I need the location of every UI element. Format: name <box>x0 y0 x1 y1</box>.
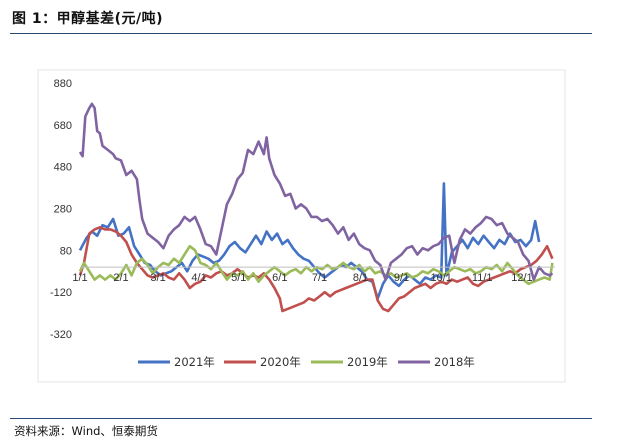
source-note: 资料来源：Wind、恒泰期货 <box>14 424 158 438</box>
x-tick-label: 11/1 <box>472 272 493 284</box>
legend-label: 2020年 <box>260 355 301 369</box>
y-tick-label: 280 <box>54 204 72 216</box>
series-line-2 <box>78 226 554 313</box>
series-line-4 <box>78 102 554 281</box>
x-tick-label: 6/1 <box>272 272 287 284</box>
plot-frame <box>37 69 566 383</box>
x-tick-label: 7/1 <box>312 272 327 284</box>
figure-title: 图 1：甲醇基差(元/吨) <box>12 11 164 27</box>
y-tick-label: 680 <box>54 120 72 132</box>
y-tick-label: 880 <box>54 78 72 90</box>
x-tick-label: 1/1 <box>72 272 87 284</box>
x-tick-label: 8/1 <box>353 272 368 284</box>
top-rule <box>10 33 592 34</box>
legend-label: 2018年 <box>434 355 475 369</box>
x-tick-label: 10/1 <box>431 272 452 284</box>
x-axis: 1/1 2/1 3/1 4/1 5/1 6/1 7/1 8/1 9/1 10/1 11/1 12/1 <box>72 266 555 284</box>
legend-label: 2019年 <box>347 355 388 369</box>
bottom-rule <box>10 418 592 419</box>
x-tick-label: 4/1 <box>191 272 206 284</box>
legend: 2021年 2020年 2019年 2018年 <box>138 355 475 369</box>
y-tick-label: 480 <box>54 162 72 174</box>
y-axis: 880 680 480 280 80 -120 -320 <box>50 78 72 341</box>
y-tick-label: -120 <box>50 287 72 299</box>
x-tick-label: 12/1 <box>511 272 532 284</box>
x-tick-label: 3/1 <box>150 272 165 284</box>
y-tick-label: 80 <box>60 245 72 257</box>
x-tick-label: 5/1 <box>231 272 246 284</box>
x-tick-label: 2/1 <box>113 272 128 284</box>
legend-label: 2021年 <box>174 355 215 369</box>
x-tick-label: 9/1 <box>394 272 409 284</box>
y-tick-label: -320 <box>50 329 72 341</box>
